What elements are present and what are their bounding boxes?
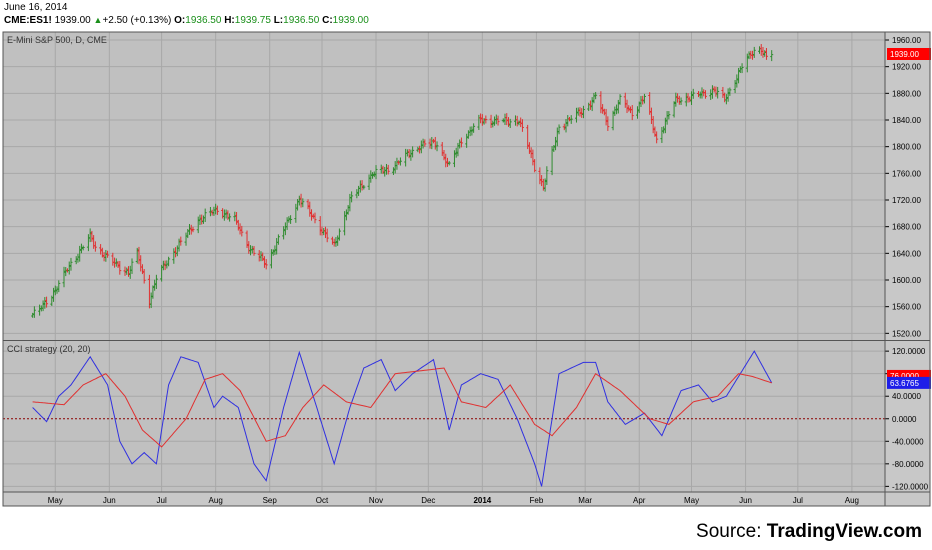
source-credit: Source: TradingView.com [696,521,922,543]
source-prefix: Source: [696,521,767,542]
cci-pane-background [3,341,885,492]
last-price-label: 1939.00 [890,50,919,59]
x-tick-label: Jul [793,496,803,505]
x-tick-label: Apr [633,496,646,505]
price-tick-label: 1560.00 [892,303,921,312]
price-tick-label: 1720.00 [892,196,921,205]
price-change: +2.50 (+0.13%) [102,15,172,26]
x-tick-label: Oct [316,496,329,505]
x-tick-label: Jun [103,496,116,505]
price-tick-label: 1600.00 [892,276,921,285]
price-tick-label: 1520.00 [892,329,921,338]
cci-last-marker [887,376,931,389]
x-tick-label: Jul [157,496,167,505]
x-tick-label: Sep [263,496,278,505]
x-tick-label: May [48,496,63,505]
cci-tick-label: 40.0000 [892,392,921,401]
price-tick-label: 1800.00 [892,143,921,152]
cci-tick-label: 0.0000 [892,415,917,424]
chart-date: June 16, 2014 [4,2,68,13]
last-price-marker [887,48,931,60]
cci-tick-label: -40.0000 [892,437,924,446]
x-tick-label: Dec [421,496,435,505]
x-tick-label: Jun [739,496,752,505]
quote-line: CME:ES1! 1939.00 ▲+2.50 (+0.13%) O:1936.… [4,15,369,26]
low-label: L: [273,15,284,26]
cci-ma-line [32,367,772,448]
price-tick-label: 1920.00 [892,63,921,72]
cci-line [32,350,773,487]
price-tick-label: 1640.00 [892,249,921,258]
cci-pane-title: CCI strategy (20, 20) [7,344,91,354]
chart-frame [2,31,931,507]
x-tick-label: Feb [529,496,543,505]
open-label: O: [174,15,186,26]
cci-tick-label: -80.0000 [892,460,924,469]
price-tick-label: 1680.00 [892,223,921,232]
x-tick-label: May [684,496,699,505]
x-tick-label: 2014 [473,496,491,505]
x-tick-label: Mar [578,496,592,505]
close-value: 1939.00 [332,15,369,26]
up-arrow-icon: ▲ [93,15,103,25]
cci-last-label: 63.6765 [890,379,919,388]
symbol-label: CME:ES1! [4,15,52,26]
price-pane-background [3,32,885,340]
low-value: 1936.50 [283,15,320,26]
x-tick-label: Aug [845,496,859,505]
price-tick-label: 1760.00 [892,169,921,178]
price-tick-label: 1960.00 [892,36,921,45]
chart-area[interactable]: May Jun Jul Aug Sep Oct Nov Dec 2014 Feb Mar Apr May… [0,30,932,512]
high-value: 1939.75 [234,15,271,26]
time-axis-background [3,492,885,506]
cci-tick-label: -120.0000 [892,482,929,491]
price-tick-label: 1880.00 [892,89,921,98]
high-label: H: [224,15,235,26]
x-tick-label: Nov [369,496,383,505]
open-value: 1936.50 [185,15,222,26]
cci-tick-label: 120.0000 [892,347,926,356]
price-pane-title: E-Mini S&P 500, D, CME [7,35,107,45]
price-scale-background [885,32,930,506]
x-tick-label: Aug [209,496,223,505]
close-label: C: [322,15,333,26]
cci-ma-last-label: 76.0000 [890,372,919,381]
last-price: 1939.00 [54,15,91,26]
price-tick-label: 1840.00 [892,116,921,125]
source-name: TradingView.com [766,521,922,542]
